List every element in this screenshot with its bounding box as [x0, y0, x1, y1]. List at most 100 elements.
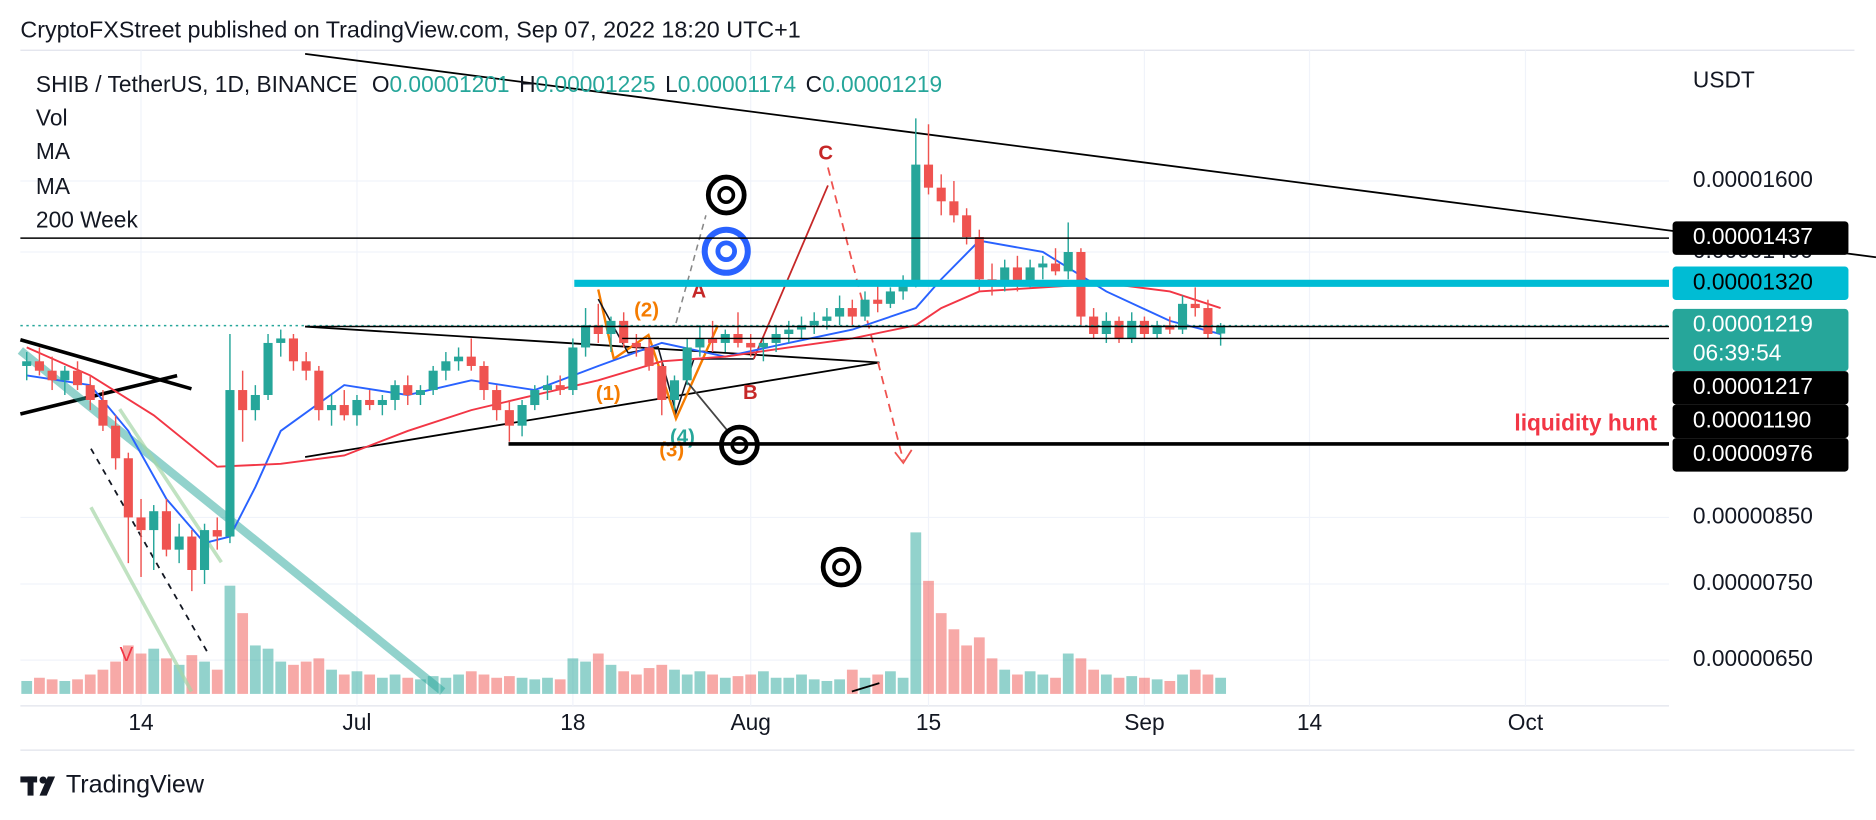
volume-bar	[770, 677, 782, 694]
candle-body	[682, 347, 692, 381]
volume-bar	[796, 674, 807, 694]
wave-label: (1)	[596, 383, 621, 405]
volume-bar	[1215, 677, 1227, 694]
volume-bar	[1202, 674, 1214, 694]
wave-path	[597, 289, 719, 423]
price-label-box	[1672, 438, 1849, 472]
volume-bar	[84, 674, 96, 694]
candle-body	[1203, 308, 1213, 334]
candle-body	[428, 370, 438, 391]
candle-body	[619, 320, 629, 343]
candle-body	[695, 338, 705, 348]
candle-body	[263, 342, 273, 395]
candle-body	[974, 237, 984, 280]
volume-bar	[148, 648, 160, 694]
volume-bar	[34, 677, 45, 694]
x-tick-label: Oct	[1508, 709, 1544, 735]
candle-body	[111, 425, 121, 459]
candle-body	[479, 365, 489, 391]
candle-body	[1190, 303, 1200, 309]
x-tick-label: 14	[1297, 709, 1322, 735]
volume-bar	[554, 679, 566, 694]
volume-bar	[1062, 653, 1074, 694]
candle-body	[606, 320, 616, 334]
candle-body	[1012, 267, 1022, 284]
candle-body	[555, 385, 565, 391]
candle-body	[288, 338, 298, 362]
candle-body	[339, 405, 349, 416]
candle-body	[161, 511, 171, 550]
candle-body	[1127, 320, 1137, 339]
volume-bar	[1164, 680, 1176, 694]
price-label-box	[1672, 404, 1849, 439]
ohlc-value: 0.00001225	[536, 71, 656, 97]
volume-bar	[516, 677, 528, 694]
wave-label: B	[743, 382, 758, 404]
candle-body	[1165, 325, 1175, 330]
trendline	[304, 52, 1876, 259]
y-tick-label: 0.00000850	[1693, 502, 1813, 528]
trendline	[90, 448, 211, 657]
volume-bar	[1088, 669, 1100, 694]
candle-body	[492, 390, 502, 411]
volume-bar	[986, 658, 998, 694]
volume-bar	[300, 661, 312, 694]
volume-bar	[923, 580, 934, 694]
candle-body	[885, 291, 895, 304]
volume-bar	[567, 658, 579, 694]
volume-bar	[859, 677, 871, 694]
candle-body	[276, 338, 286, 343]
candle-body	[923, 164, 934, 188]
ohlc-value: 0.00001174	[678, 71, 796, 97]
x-tick-label: Sep	[1124, 709, 1164, 735]
candle-body	[949, 201, 959, 216]
volume-bar	[1189, 669, 1201, 694]
candle-body	[1216, 325, 1226, 334]
x-tick-label: 15	[916, 709, 941, 735]
candle-body	[238, 390, 248, 411]
volume-bar	[846, 669, 858, 694]
volume-bar	[313, 658, 325, 694]
countdown: 06:39:54	[1693, 339, 1781, 365]
volume-bar	[630, 674, 642, 694]
volume-bar	[973, 637, 985, 694]
volume-bar	[707, 674, 718, 694]
candle-body	[1139, 320, 1149, 334]
price-label: 0.00001217	[1693, 373, 1813, 399]
volume-bar	[1012, 674, 1023, 694]
volume-bar	[59, 680, 71, 694]
candle-body	[784, 329, 794, 334]
candle-body	[1000, 267, 1010, 284]
volume-bar	[745, 674, 757, 694]
volume-bar	[364, 674, 376, 694]
target-icon	[820, 546, 862, 588]
candle-body	[174, 536, 184, 550]
volume-bar	[237, 613, 249, 694]
volume-bar	[402, 677, 414, 694]
price-label-box	[1672, 221, 1849, 255]
footer: TradingView	[66, 771, 205, 799]
ohlc-key: O	[372, 71, 390, 97]
candle-body	[758, 342, 768, 348]
volume-bar	[72, 679, 83, 694]
volume-bar	[656, 664, 668, 694]
candle-body	[187, 536, 197, 571]
annotation: liquidity hunt	[1514, 410, 1657, 436]
candle-body	[441, 361, 451, 371]
volume-bar	[592, 653, 604, 694]
candle-body	[708, 338, 718, 343]
volume-bar	[415, 679, 426, 694]
volume-bar	[249, 645, 261, 694]
indicator-label: MA	[36, 138, 71, 164]
volume-bar	[897, 677, 909, 694]
target-icon	[701, 226, 751, 276]
ohlc-value: 0.00001201	[390, 71, 510, 97]
candle-body	[911, 164, 921, 284]
candle-body	[1101, 320, 1111, 334]
candle-body	[212, 530, 222, 537]
candle-body	[403, 385, 413, 395]
x-tick-label: Aug	[730, 709, 770, 735]
candle-body	[466, 356, 476, 366]
volume-bar	[186, 655, 198, 694]
x-tick-label: Jul	[342, 709, 371, 735]
